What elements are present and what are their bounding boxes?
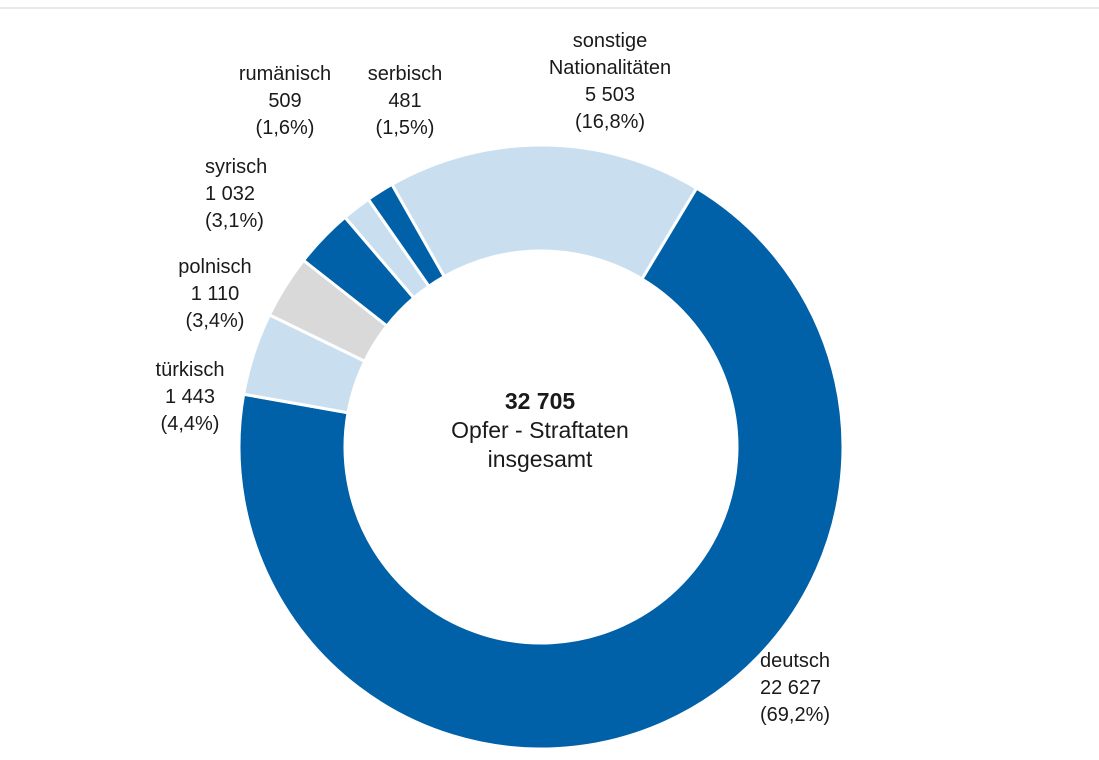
percentage-label: (3,1%)	[205, 210, 264, 232]
value-label: 5 503	[584, 84, 636, 106]
center-text: Opfer - Straftaten insgesamt	[451, 417, 629, 472]
value-label: 1 032	[205, 183, 256, 205]
total: 32 705	[504, 388, 576, 414]
slice	[389, 143, 699, 282]
value-label: 481	[388, 90, 422, 112]
category-name: syrisch	[205, 156, 268, 178]
category-name: serbisch	[367, 63, 443, 85]
value-label: 1 443	[164, 386, 216, 408]
slice-label: sonstige Nationalitäten 5 503 (16,8%)	[520, 28, 700, 136]
slice-label: türkisch 1 443 (4,4%)	[130, 357, 250, 438]
value-label: 22 627	[760, 677, 822, 699]
slice	[237, 186, 845, 751]
slice-label: syrisch 1 032 (3,1%)	[205, 154, 325, 235]
value-label: 1 110	[190, 283, 240, 305]
percentage-label: (1,6%)	[255, 117, 315, 139]
category-name: polnisch	[178, 256, 252, 278]
category-name: türkisch	[155, 359, 225, 381]
percentage-label: (3,4%)	[185, 310, 245, 332]
slice-label: deutsch 22 627 (69,2%)	[760, 648, 900, 729]
slice-label: serbisch 481 (1,5%)	[345, 61, 465, 142]
percentage-label: (1,5%)	[375, 117, 435, 139]
category-name: rumänisch	[238, 63, 332, 85]
slice-label: polnisch 1 110 (3,4%)	[150, 254, 280, 335]
center-label: 32 705 Opfer - Straftaten insgesamt	[410, 387, 670, 474]
percentage-label: (69,2%)	[760, 704, 831, 726]
category-name: deutsch	[760, 650, 831, 672]
slice-label: rumänisch 509 (1,6%)	[220, 61, 350, 142]
category-name: sonstige Nationalitäten	[548, 30, 672, 79]
percentage-label: (4,4%)	[160, 413, 220, 435]
value-label: 509	[268, 90, 302, 112]
percentage-label: (16,8%)	[574, 111, 646, 133]
